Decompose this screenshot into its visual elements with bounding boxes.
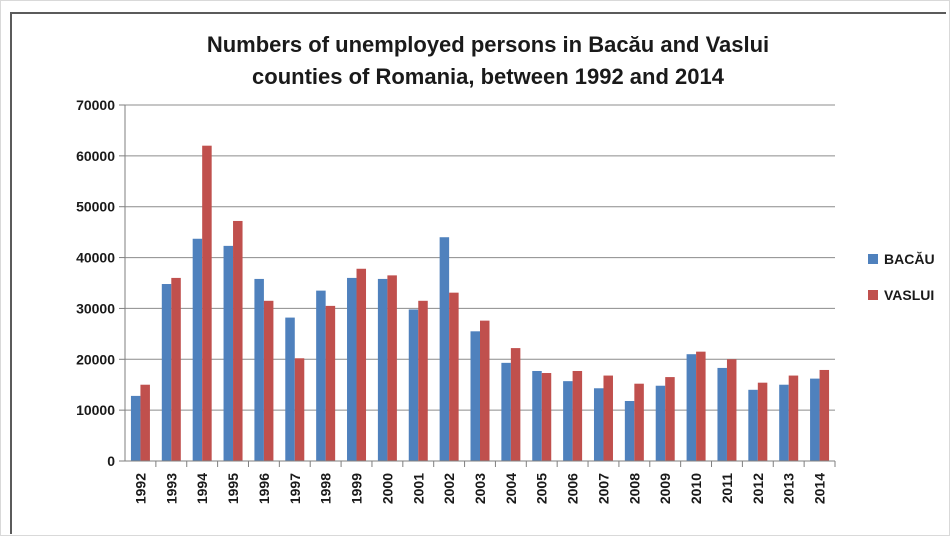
x-tick-label: 1999 [349,473,365,504]
bar-bacu-2005 [532,370,542,461]
legend-label: VASLUI [884,287,934,303]
bar-vaslui-1993 [171,277,181,461]
bar-bacu-2004 [501,362,511,461]
x-tick-label: 1997 [287,473,303,504]
y-tick-label: 30000 [76,300,115,316]
bar-vaslui-2011 [726,359,737,461]
x-tick-label: 2014 [812,473,828,504]
x-tick-label: 2002 [441,473,457,504]
x-tick-label: 1995 [225,473,241,504]
bar-bacu-1993 [161,284,172,461]
bar-vaslui-2010 [696,351,706,461]
bar-vaslui-1992 [140,384,150,461]
x-tick-label: 2013 [781,473,797,504]
bar-bacu-2003 [470,331,480,461]
bar-vaslui-2005 [541,373,552,461]
bar-bacu-1995 [223,245,234,461]
x-tick-label: 2009 [657,473,673,504]
y-tick-label: 10000 [76,402,115,418]
bar-bacu-1992 [130,395,141,461]
bar-bacu-2000 [377,278,388,461]
bar-vaslui-1995 [233,220,243,461]
bar-bacu-1998 [316,290,326,461]
legend-swatch [868,254,878,264]
bar-vaslui-2004 [510,348,521,461]
legend: BACĂU VASLUI [868,251,935,303]
bar-vaslui-2008 [634,383,644,461]
y-tick-label: 0 [107,453,115,469]
bar-bacu-2013 [779,384,789,461]
x-tick-label: 1993 [163,473,179,504]
x-tick-label: 2008 [626,473,642,504]
x-tick-label: 2007 [595,473,611,504]
bar-bacu-1999 [347,277,357,461]
bar-vaslui-2012 [757,382,768,461]
chart-title-line-1: Numbers of unemployed persons in Bacău a… [207,32,769,57]
bar-bacu-2012 [748,389,758,461]
bar-bacu-2011 [717,367,727,461]
bar-bacu-2014 [810,378,820,461]
bar-vaslui-2013 [788,375,799,461]
y-tick-label: 20000 [76,351,115,367]
bar-bacu-1997 [285,317,295,461]
legend-swatch [868,290,878,300]
x-tick-label: 2003 [472,473,488,504]
legend-label: BACĂU [884,251,935,267]
chart-title-line-2: counties of Romania, between 1992 and 20… [252,64,725,89]
bars [130,145,830,461]
bar-vaslui-2000 [387,275,397,461]
bar-vaslui-1999 [356,268,367,461]
x-tick-label: 2010 [688,473,704,504]
y-tick-label: 50000 [76,199,115,215]
bar-bacu-2006 [563,381,573,461]
bar-vaslui-2002 [449,292,459,461]
chart-area-border [10,12,946,534]
bar-bacu-2008 [624,400,635,461]
grid-lines [125,104,835,411]
x-tick-label: 1992 [132,473,148,504]
axes: 0 10000 20000 30000 40000 50000 60000 70000 1992… [76,97,836,504]
x-tick-label: 1996 [256,473,272,504]
x-tick-label: 1998 [318,473,334,504]
y-tick-label: 60000 [76,148,115,164]
bar-vaslui-2006 [572,370,583,461]
x-tick-label: 2006 [565,473,581,504]
bar-bacu-2007 [593,388,604,461]
bar-bacu-2002 [439,237,450,461]
x-tick-label: 1994 [194,473,210,504]
y-tick-label: 70000 [76,97,115,113]
bar-vaslui-2007 [603,375,613,461]
bar-vaslui-1994 [202,145,212,461]
x-tick-label: 2000 [379,473,395,504]
bar-vaslui-1998 [325,305,336,461]
bar-bacu-1994 [192,238,203,461]
bar-bacu-2001 [408,309,419,461]
bar-bacu-1996 [254,278,264,461]
bar-bacu-2010 [686,354,697,461]
bar-vaslui-2009 [665,377,675,461]
x-tick-label: 2005 [534,473,550,504]
bar-vaslui-2001 [418,300,428,461]
x-tick-label: 2011 [719,473,735,504]
x-tick-label: 2001 [410,473,426,504]
bar-vaslui-2003 [480,320,490,461]
bar-vaslui-1997 [294,358,305,461]
y-tick-label: 40000 [76,250,115,266]
x-tick-label: 2012 [750,473,766,504]
bar-vaslui-2014 [819,369,830,461]
bar-bacu-2009 [655,385,666,461]
x-tick-label: 2004 [503,473,519,504]
bar-vaslui-1996 [263,300,274,461]
